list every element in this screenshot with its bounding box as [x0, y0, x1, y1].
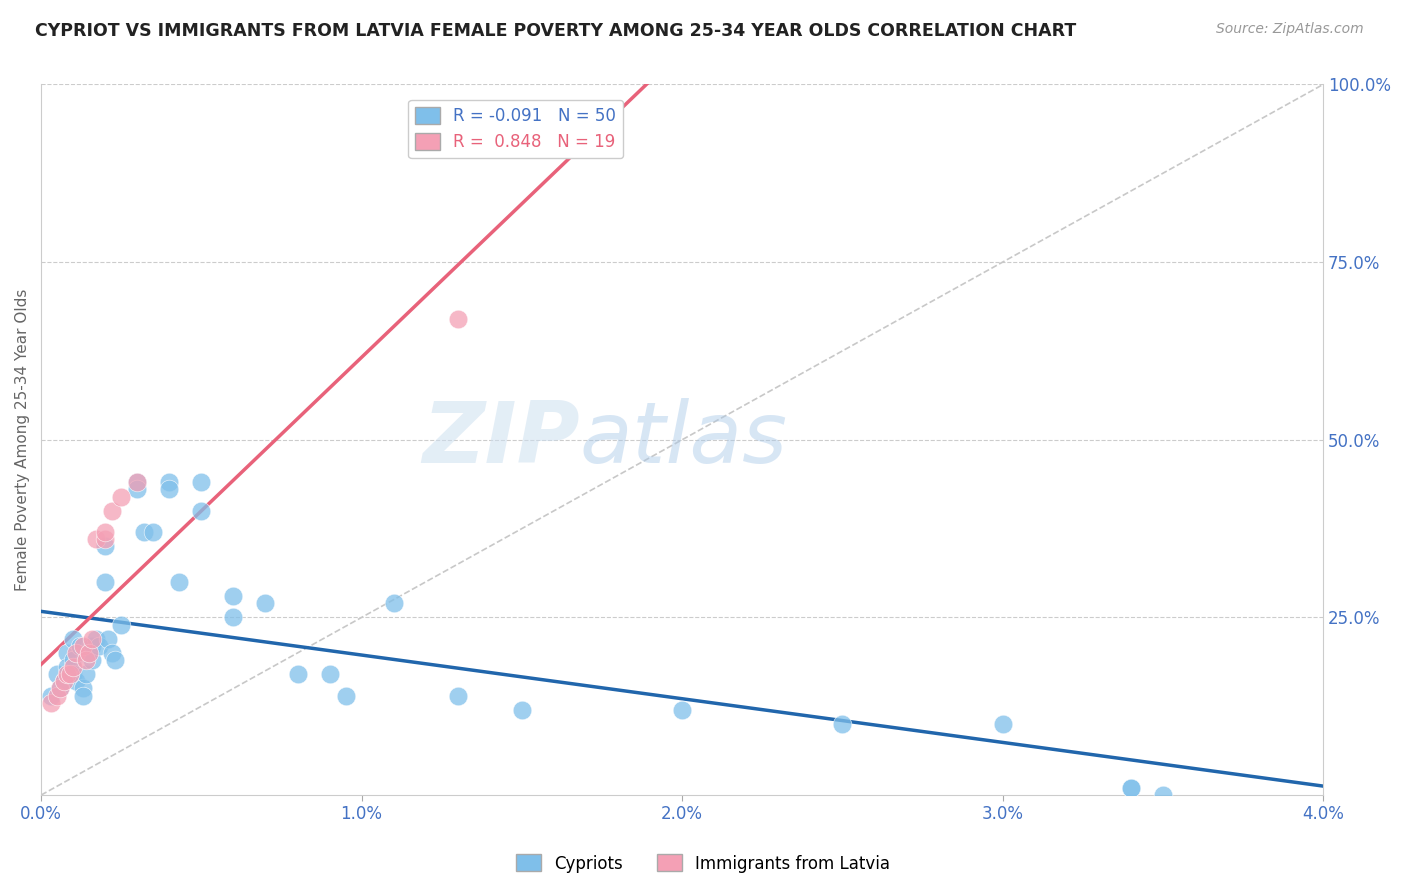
Point: [82, 639, 104, 653]
Point: [94, 539, 117, 553]
Point: [190, 475, 212, 490]
Point: [72, 681, 94, 696]
Point: [335, 689, 357, 703]
Point: [65, 646, 87, 660]
Point: [97, 632, 120, 646]
Point: [62, 667, 84, 681]
Point: [94, 533, 117, 547]
Point: [55, 660, 77, 674]
Point: [39, 696, 62, 710]
Point: [100, 504, 122, 518]
Point: [77, 646, 100, 660]
Point: [100, 646, 122, 660]
Point: [59, 667, 82, 681]
Point: [222, 610, 245, 624]
Point: [55, 646, 77, 660]
Point: [167, 574, 190, 589]
Point: [382, 596, 405, 610]
Point: [75, 667, 97, 681]
Point: [127, 475, 149, 490]
Point: [831, 717, 853, 731]
Point: [49, 681, 72, 696]
Point: [46, 689, 69, 703]
Point: [59, 667, 82, 681]
Point: [82, 653, 104, 667]
Point: [1152, 788, 1174, 802]
Point: [69, 639, 91, 653]
Text: CYPRIOT VS IMMIGRANTS FROM LATVIA FEMALE POVERTY AMONG 25-34 YEAR OLDS CORRELATI: CYPRIOT VS IMMIGRANTS FROM LATVIA FEMALE…: [35, 22, 1077, 40]
Point: [82, 632, 104, 646]
Point: [87, 639, 110, 653]
Legend: Cypriots, Immigrants from Latvia: Cypriots, Immigrants from Latvia: [509, 847, 897, 880]
Point: [157, 475, 180, 490]
Text: Source: ZipAtlas.com: Source: ZipAtlas.com: [1216, 22, 1364, 37]
Text: ZIP: ZIP: [422, 398, 579, 482]
Text: atlas: atlas: [579, 398, 787, 482]
Point: [132, 525, 155, 540]
Point: [287, 667, 309, 681]
Point: [62, 632, 84, 646]
Point: [94, 525, 117, 540]
Point: [318, 667, 340, 681]
Point: [447, 312, 470, 326]
Point: [94, 574, 117, 589]
Point: [142, 525, 165, 540]
Point: [447, 689, 470, 703]
Point: [127, 475, 149, 490]
Point: [104, 653, 127, 667]
Legend: R = -0.091   N = 50, R =  0.848   N = 19: R = -0.091 N = 50, R = 0.848 N = 19: [408, 100, 623, 158]
Point: [72, 639, 94, 653]
Point: [55, 667, 77, 681]
Point: [49, 681, 72, 696]
Point: [65, 674, 87, 689]
Point: [254, 596, 277, 610]
Point: [84, 533, 107, 547]
Point: [110, 490, 132, 504]
Point: [62, 660, 84, 674]
Point: [84, 632, 107, 646]
Point: [671, 703, 693, 717]
Point: [110, 617, 132, 632]
Point: [510, 703, 533, 717]
Point: [39, 689, 62, 703]
Point: [157, 483, 180, 497]
Point: [127, 483, 149, 497]
Point: [52, 674, 75, 689]
Point: [222, 589, 245, 603]
Point: [190, 504, 212, 518]
Point: [77, 646, 100, 660]
Y-axis label: Female Poverty Among 25-34 Year Olds: Female Poverty Among 25-34 Year Olds: [15, 289, 30, 591]
Point: [1119, 780, 1142, 795]
Point: [46, 667, 69, 681]
Point: [1119, 780, 1142, 795]
Point: [52, 674, 75, 689]
Point: [991, 717, 1014, 731]
Point: [62, 653, 84, 667]
Point: [72, 689, 94, 703]
Point: [75, 653, 97, 667]
